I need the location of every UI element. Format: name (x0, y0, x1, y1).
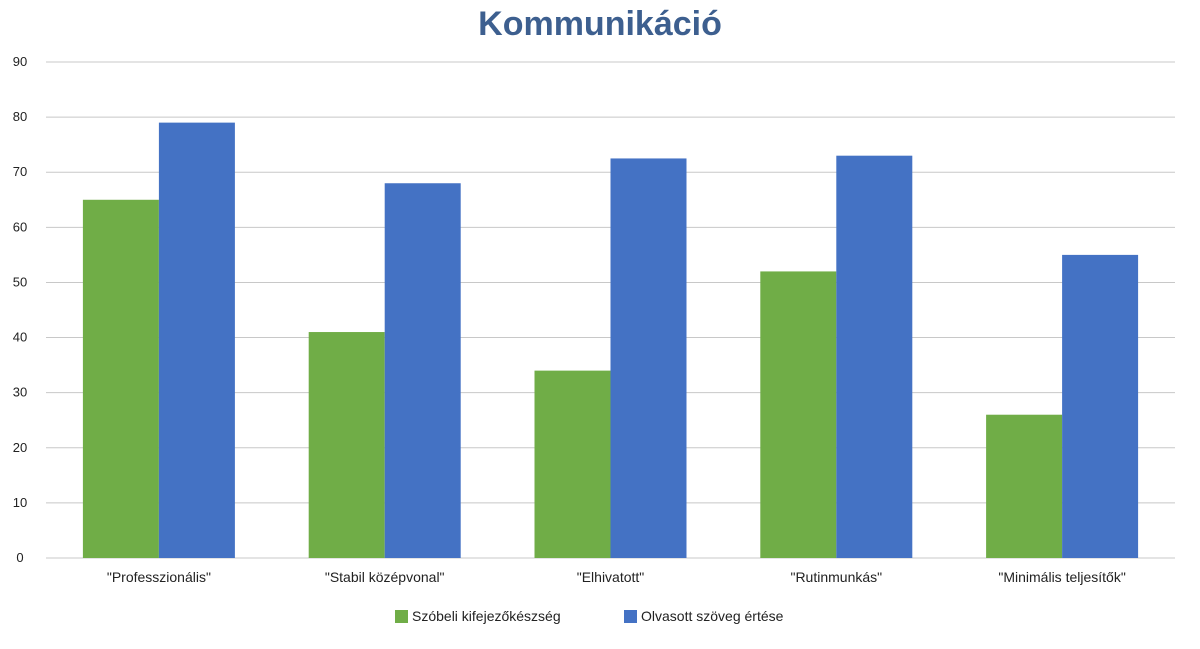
x-tick-label: "Stabil középvonal" (325, 569, 445, 585)
y-tick-label: 90 (13, 54, 27, 69)
y-tick-label: 70 (13, 164, 27, 179)
legend-swatch (395, 610, 408, 623)
y-tick-label: 10 (13, 495, 27, 510)
bar-olvasott (158, 122, 235, 558)
bar-szobeli (986, 414, 1063, 558)
bar-olvasott (610, 158, 687, 558)
bar-olvasott (1062, 254, 1139, 558)
bar-olvasott (836, 155, 913, 558)
x-tick-label: "Elhivatott" (577, 569, 645, 585)
y-tick-label: 30 (13, 385, 27, 400)
legend-label: Szóbeli kifejezőkészség (412, 608, 561, 624)
y-tick-label: 0 (16, 550, 23, 565)
x-tick-label: "Professzionális" (107, 569, 211, 585)
x-axis-ticks: "Professzionális" "Stabil középvonal" "Elh… (107, 569, 1126, 585)
y-tick-label: 50 (13, 274, 27, 289)
y-tick-label: 20 (13, 440, 27, 455)
bars (82, 122, 1139, 558)
legend: Szóbeli kifejezőkészség Olvasott szöveg é… (395, 608, 784, 624)
bar-szobeli (760, 271, 837, 558)
bar-olvasott (384, 183, 461, 558)
legend-label: Olvasott szöveg értése (641, 608, 784, 624)
y-tick-label: 60 (13, 219, 27, 234)
bar-szobeli (308, 332, 385, 558)
bar-szobeli (534, 370, 611, 558)
bar-szobeli (82, 199, 159, 558)
chart-title: Kommunikáció (478, 5, 722, 43)
x-tick-label: "Rutinmunkás" (790, 569, 882, 585)
y-axis-ticks: 0 10 20 30 40 50 60 70 80 90 (13, 54, 27, 565)
y-tick-label: 40 (13, 330, 27, 345)
legend-swatch (624, 610, 637, 623)
x-tick-label: "Minimális teljesítők" (998, 569, 1125, 585)
y-tick-label: 80 (13, 109, 27, 124)
